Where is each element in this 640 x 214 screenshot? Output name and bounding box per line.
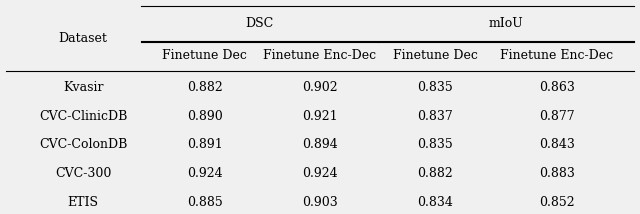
Text: CVC-ColonDB: CVC-ColonDB <box>39 138 127 152</box>
Text: Dataset: Dataset <box>59 32 108 45</box>
Text: 0.883: 0.883 <box>539 167 575 180</box>
Text: 0.863: 0.863 <box>539 81 575 94</box>
Text: Finetune Dec: Finetune Dec <box>163 49 247 62</box>
Text: 0.891: 0.891 <box>187 138 223 152</box>
Text: CVC-ClinicDB: CVC-ClinicDB <box>39 110 127 123</box>
Text: DSC: DSC <box>245 17 273 30</box>
Text: Kvasir: Kvasir <box>63 81 104 94</box>
Text: 0.890: 0.890 <box>187 110 223 123</box>
Text: 0.852: 0.852 <box>539 196 575 209</box>
Text: 0.894: 0.894 <box>302 138 338 152</box>
Text: ETIS: ETIS <box>68 196 99 209</box>
Text: 0.877: 0.877 <box>539 110 575 123</box>
Text: 0.834: 0.834 <box>417 196 453 209</box>
Text: 0.837: 0.837 <box>417 110 453 123</box>
Text: 0.843: 0.843 <box>539 138 575 152</box>
Text: Finetune Dec: Finetune Dec <box>393 49 477 62</box>
Text: 0.835: 0.835 <box>417 81 453 94</box>
Text: 0.882: 0.882 <box>417 167 453 180</box>
Text: 0.902: 0.902 <box>302 81 338 94</box>
Text: 0.882: 0.882 <box>187 81 223 94</box>
Text: mIoU: mIoU <box>488 17 523 30</box>
Text: 0.903: 0.903 <box>302 196 338 209</box>
Text: 0.921: 0.921 <box>302 110 338 123</box>
Text: Finetune Enc-Dec: Finetune Enc-Dec <box>264 49 376 62</box>
Text: Finetune Enc-Dec: Finetune Enc-Dec <box>500 49 613 62</box>
Text: CVC-300: CVC-300 <box>55 167 111 180</box>
Text: 0.835: 0.835 <box>417 138 453 152</box>
Text: 0.924: 0.924 <box>187 167 223 180</box>
Text: 0.885: 0.885 <box>187 196 223 209</box>
Text: 0.924: 0.924 <box>302 167 338 180</box>
